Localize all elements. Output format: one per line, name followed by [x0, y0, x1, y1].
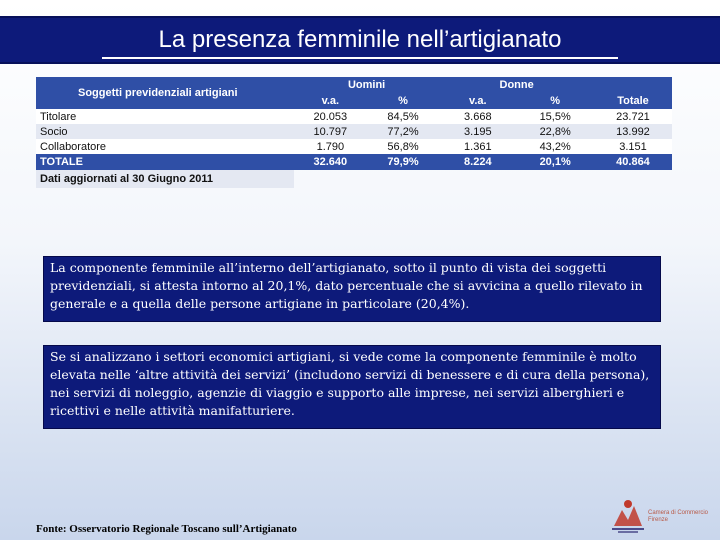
cell-donne-va: 3.668: [439, 109, 517, 124]
table-header-row-1: Soggetti previdenziali artigiani Uomini …: [36, 77, 672, 109]
total-uomini-va: 32.640: [293, 154, 367, 170]
header-donne-pct: %: [516, 93, 594, 109]
data-table: Soggetti previdenziali artigiani Uomini …: [36, 77, 672, 170]
header-donne-va: v.a.: [439, 93, 517, 109]
cell-totale: 3.151: [593, 139, 672, 154]
total-label: TOTALE: [36, 154, 294, 170]
cell-donne-pct: 43,2%: [516, 139, 594, 154]
chamber-logo-icon: [612, 500, 644, 533]
row-label: Titolare: [36, 109, 294, 124]
cell-uomini-va: 10.797: [293, 124, 367, 139]
chamber-logo: [608, 496, 708, 534]
header-empty: [593, 77, 672, 93]
cell-donne-pct: 15,5%: [516, 109, 594, 124]
total-totale: 40.864: [593, 154, 672, 170]
cell-totale: 13.992: [593, 124, 672, 139]
cell-uomini-va: 20.053: [293, 109, 367, 124]
cell-donne-pct: 22,8%: [516, 124, 594, 139]
page-title: La presenza femminile nell’artigianato: [158, 26, 562, 53]
title-underline: [102, 57, 618, 59]
header-soggetti: Soggetti previdenziali artigiani: [36, 77, 294, 109]
table-total-row: TOTALE 32.640 79,9% 8.224 20,1% 40.864: [36, 154, 672, 170]
cell-uomini-pct: 56,8%: [366, 139, 440, 154]
cell-totale: 23.721: [593, 109, 672, 124]
source-footer: Fonte: Osservatorio Regionale Toscano su…: [36, 523, 297, 535]
logo-line-1: Camera di Commercio: [648, 510, 709, 516]
header-totale: Totale: [593, 93, 672, 109]
row-label: Socio: [36, 124, 294, 139]
cell-uomini-va: 1.790: [293, 139, 367, 154]
data-table-container: Soggetti previdenziali artigiani Uomini …: [36, 77, 672, 188]
cell-donne-va: 1.361: [439, 139, 517, 154]
logo-line-2: Firenze: [648, 517, 669, 523]
logo-text: Camera di Commercio Firenze: [648, 510, 708, 524]
table-row: Collaboratore 1.790 56,8% 1.361 43,2% 3.…: [36, 139, 672, 154]
total-uomini-pct: 79,9%: [366, 154, 440, 170]
table-note: Dati aggiornati al 30 Giugno 2011: [36, 170, 294, 188]
table-row: Socio 10.797 77,2% 3.195 22,8% 13.992: [36, 124, 672, 139]
header-uomini-va: v.a.: [293, 93, 367, 109]
paragraph-box-1: La componente femminile all’interno dell…: [43, 256, 661, 322]
cell-donne-va: 3.195: [439, 124, 517, 139]
total-donne-pct: 20,1%: [516, 154, 594, 170]
cell-uomini-pct: 84,5%: [366, 109, 440, 124]
total-donne-va: 8.224: [439, 154, 517, 170]
paragraph-box-2: Se si analizzano i settori economici art…: [43, 345, 661, 429]
title-bar: La presenza femminile nell’artigianato: [0, 16, 720, 64]
header-donne: Donne: [439, 77, 594, 93]
table-header-row-2: v.a. % v.a. % Totale: [36, 93, 672, 109]
header-uomini: Uomini: [293, 77, 440, 93]
header-uomini-pct: %: [366, 93, 440, 109]
cell-uomini-pct: 77,2%: [366, 124, 440, 139]
row-label: Collaboratore: [36, 139, 294, 154]
table-row: Titolare 20.053 84,5% 3.668 15,5% 23.721: [36, 109, 672, 124]
